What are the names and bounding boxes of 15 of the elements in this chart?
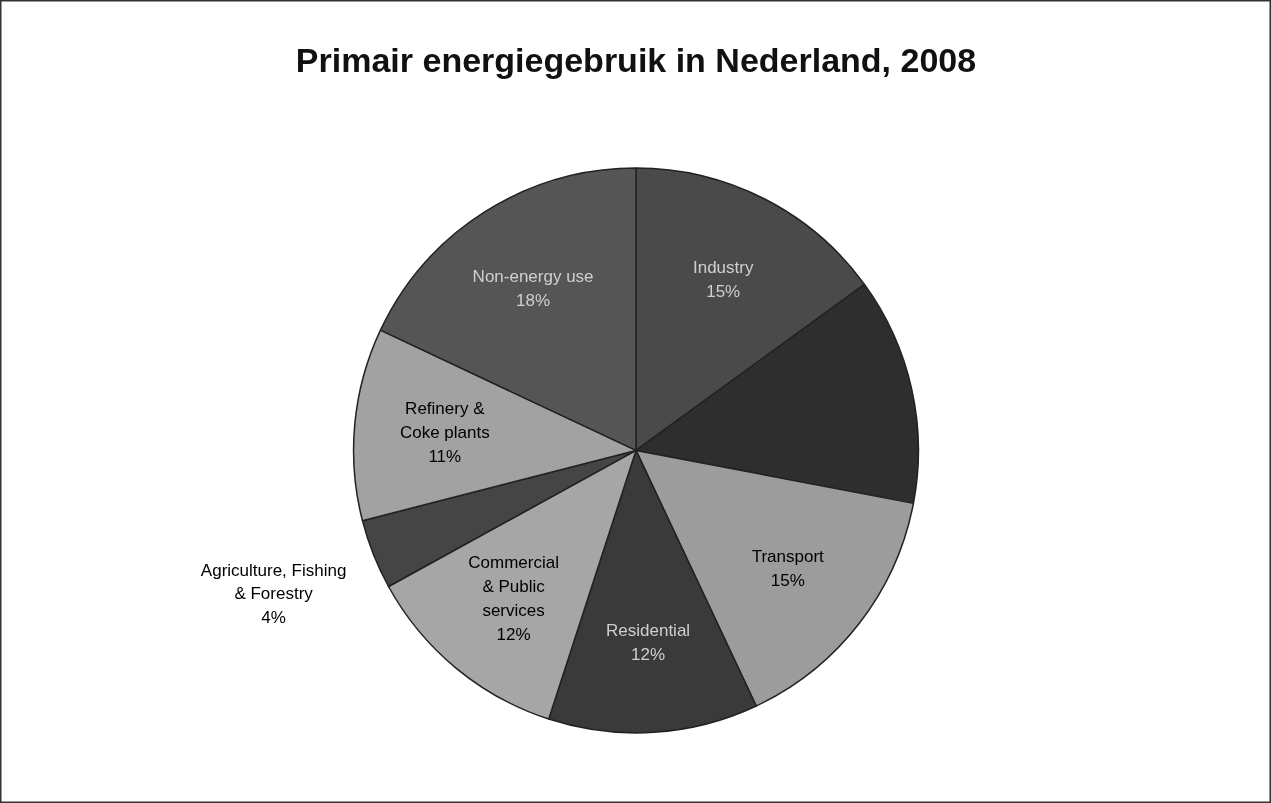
data-label: 12% xyxy=(631,644,666,664)
slice-label: Industry xyxy=(692,257,754,277)
data-label: 15% xyxy=(706,281,741,301)
slice-label: Residential xyxy=(606,620,691,640)
slice-label: Transport xyxy=(751,546,825,566)
slice-label: Non-energy use xyxy=(472,266,594,286)
data-label: 4% xyxy=(261,608,286,628)
data-label: 18% xyxy=(516,290,551,310)
slice-label: Refinery & Coke plants xyxy=(399,399,490,442)
slice-label: Agriculture, Fishing & Forestry xyxy=(200,560,347,604)
chart-title: Primair energiegebruik in Nederland, 2008 xyxy=(295,41,977,80)
slice-label: Commercial & Public services xyxy=(468,553,559,620)
data-label: 12% xyxy=(496,624,531,644)
data-label: 11% xyxy=(428,446,462,466)
data-label: 15% xyxy=(770,570,805,590)
